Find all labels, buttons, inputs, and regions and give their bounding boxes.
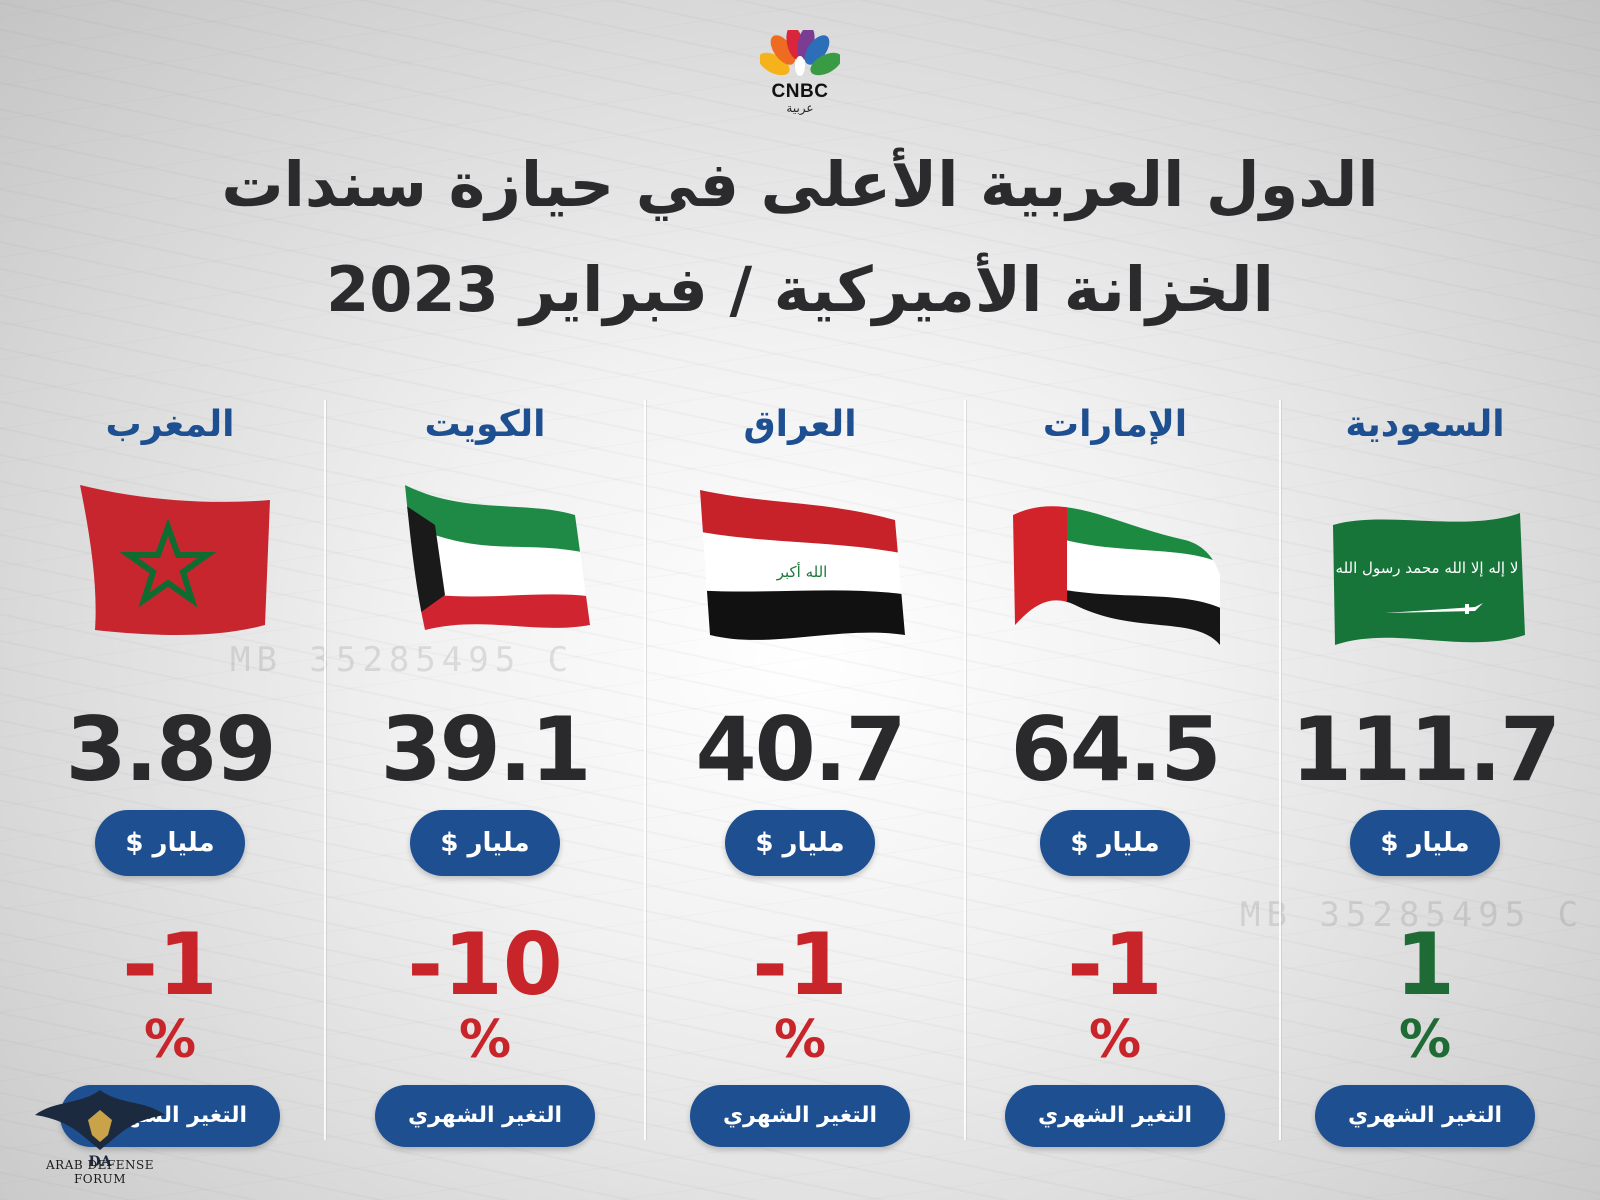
unit-badge: مليار $: [1040, 810, 1190, 876]
background-banknote-mark: MB 35285495 C: [1240, 895, 1585, 935]
unit-badge: مليار $: [95, 810, 245, 876]
holding-value: 3.89: [65, 698, 276, 801]
unit-badge: مليار $: [410, 810, 560, 876]
monthly-change-label: التغير الشهري: [375, 1085, 595, 1147]
background-banknote-mark: MB 35285495 C: [230, 640, 575, 680]
page-title-line-2: الخزانة الأميركية / فبراير 2023: [326, 253, 1274, 326]
percent-sign: %: [458, 1010, 512, 1070]
iraq-flag: الله أكبر: [690, 485, 910, 655]
monthly-change-value: -1: [1067, 915, 1163, 1015]
kuwait-flag: [375, 485, 595, 655]
logo-text: CNBC: [771, 81, 829, 102]
country-column-iraq: العراق الله أكبر 40.7 مليار $ -1 % التغي…: [650, 395, 950, 1175]
cnbc-arabia-logo: CNBC عربية: [750, 30, 850, 120]
country-column-morocco: المغرب 3.89 مليار $ -1 % التغير الشهري: [20, 395, 320, 1175]
unit-badge: مليار $: [725, 810, 875, 876]
country-column-kuwait: الكويت 39.1 مليار $ -10 % التغير الشهري: [335, 395, 635, 1175]
holding-value: 64.5: [1010, 698, 1221, 801]
uae-flag: [1005, 485, 1225, 655]
svg-text:لا إله إلا الله محمد رسول الله: لا إله إلا الله محمد رسول الله: [1336, 559, 1519, 577]
column-divider: [964, 400, 966, 1140]
country-name: العراق: [743, 404, 857, 445]
country-name: السعودية: [1345, 404, 1505, 445]
svg-text:DA: DA: [88, 1154, 112, 1170]
unit-badge: مليار $: [1350, 810, 1500, 876]
monthly-change-label: التغير الشهري: [690, 1085, 910, 1147]
morocco-flag: [60, 485, 280, 655]
country-name: المغرب: [105, 404, 235, 445]
percent-sign: %: [773, 1010, 827, 1070]
column-divider: [644, 400, 646, 1140]
holding-value: 111.7: [1290, 698, 1561, 801]
monthly-change-label: التغير الشهري: [1315, 1085, 1535, 1147]
country-column-uae: الإمارات 64.5 مليار $ -1 % التغير الشهري: [965, 395, 1265, 1175]
monthly-change-value: -1: [122, 915, 218, 1015]
percent-sign: %: [1088, 1010, 1142, 1070]
column-divider: [1279, 400, 1281, 1140]
monthly-change-label: التغير الشهري: [1005, 1085, 1225, 1147]
percent-sign: %: [1398, 1010, 1452, 1070]
monthly-change-value: -10: [407, 915, 563, 1015]
peacock-icon: [760, 30, 840, 76]
holding-value: 39.1: [380, 698, 591, 801]
eagle-emblem-icon: DA: [35, 1090, 165, 1170]
page-title-line-1: الدول العربية الأعلى في حيازة سندات: [221, 148, 1379, 221]
country-name: الإمارات: [1042, 404, 1188, 445]
saudi-flag: لا إله إلا الله محمد رسول الله: [1315, 485, 1535, 655]
percent-sign: %: [143, 1010, 197, 1070]
column-divider: [324, 400, 326, 1140]
country-column-saudi: السعودية لا إله إلا الله محمد رسول الله …: [1275, 395, 1575, 1175]
monthly-change-value: -1: [752, 915, 848, 1015]
holding-value: 40.7: [695, 698, 906, 801]
watermark-text: ARAB DEFENSE FORUM: [46, 1158, 154, 1186]
logo-subtext: عربية: [786, 101, 814, 115]
svg-text:الله أكبر: الله أكبر: [776, 562, 828, 581]
arab-defense-forum-watermark: DA ARAB DEFENSE FORUM: [20, 1080, 180, 1190]
monthly-change-value: 1: [1395, 915, 1455, 1015]
country-name: الكويت: [424, 404, 546, 445]
